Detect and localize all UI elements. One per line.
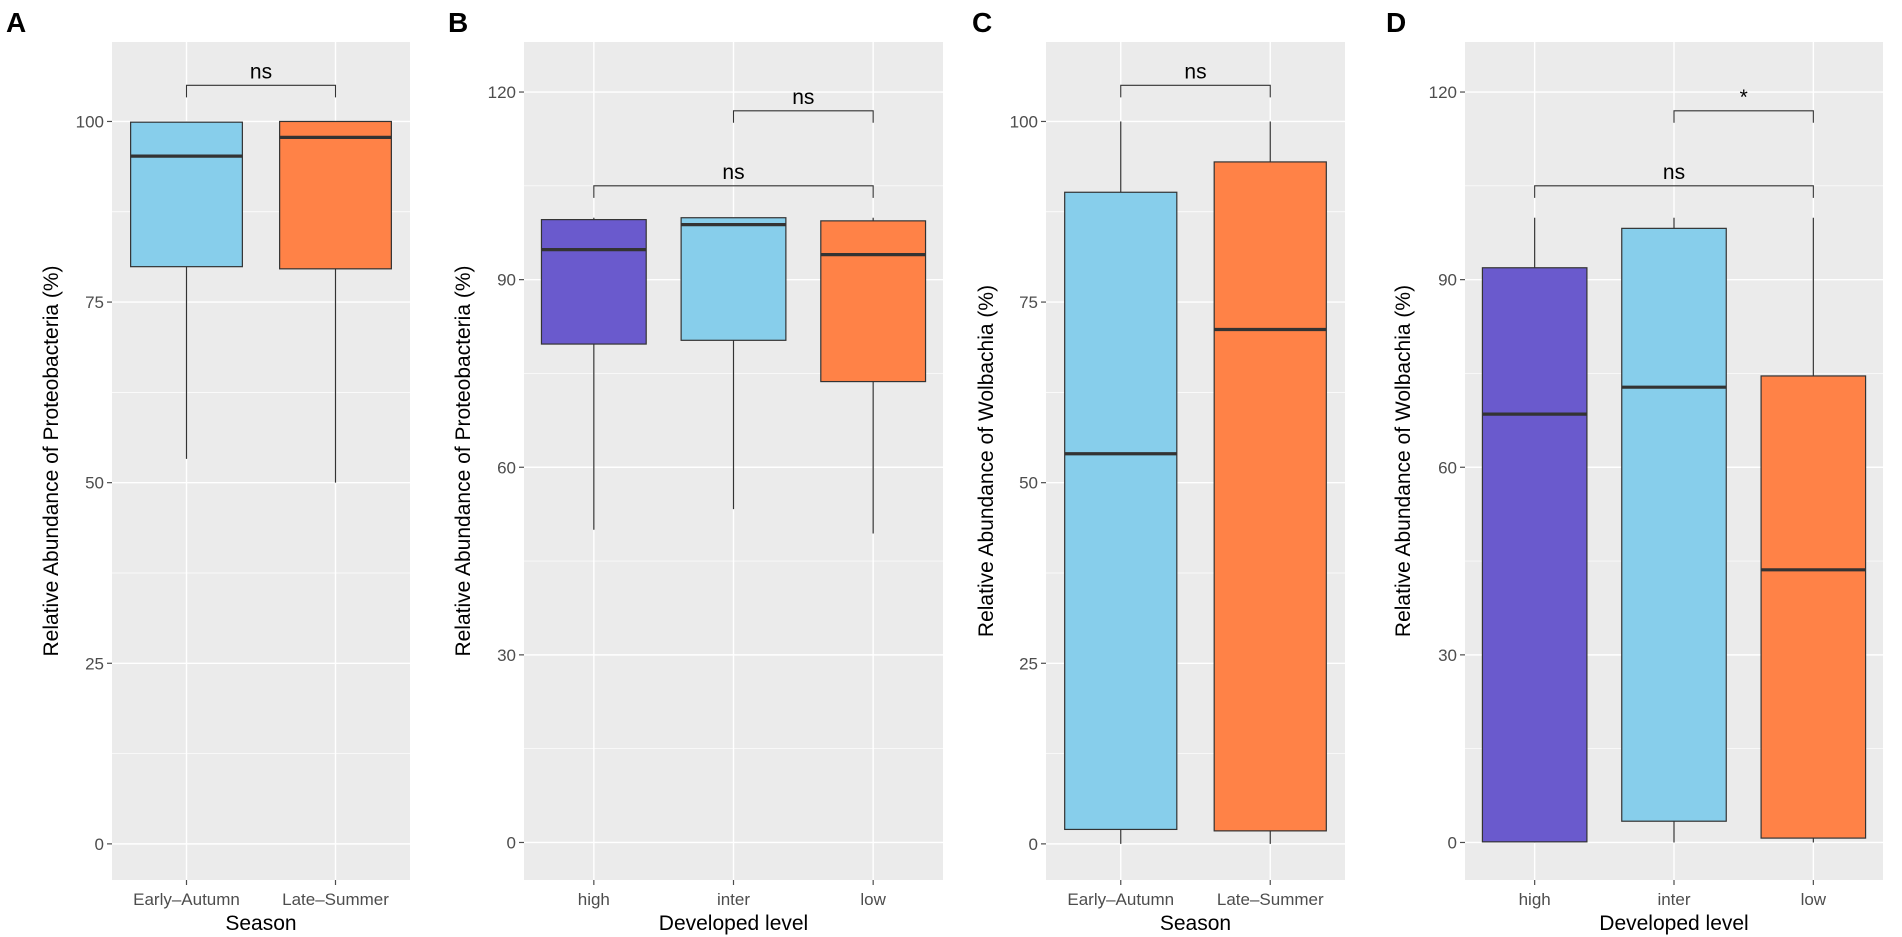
y-tick-label: 90 [1438, 271, 1457, 290]
panel-B: B 0 30 60 90 120 ns ns high inter low Developed lev… [448, 7, 943, 935]
box-high [540, 217, 647, 530]
comparison-bracket [732, 110, 874, 123]
box-body [130, 121, 243, 268]
box-high [1481, 217, 1588, 843]
y-axis-title: Relative Abundance of Proteobacteria (%) [452, 265, 475, 656]
panel-D: D 0 30 60 90 120 ns * high inter low Developed leve… [1386, 7, 1883, 935]
y-tick-label: 0 [507, 833, 516, 852]
box-early-autumn [130, 121, 243, 459]
box-body [540, 219, 647, 345]
box-body [279, 120, 392, 270]
box-body [680, 217, 787, 341]
box-late-summer [279, 120, 392, 483]
x-axis-title: Developed level [659, 912, 808, 935]
panel-letter: B [448, 7, 468, 38]
box-late-summer [1213, 121, 1327, 844]
box-low [1760, 217, 1867, 843]
significance-label: ns [1663, 161, 1685, 184]
comparison-bracket [185, 84, 337, 98]
y-tick-label: 100 [76, 112, 104, 131]
y-tick-label: 0 [1448, 833, 1457, 852]
x-tick-label: Early–Autumn [1067, 890, 1174, 909]
x-axis-title: Season [225, 912, 296, 935]
box-inter [680, 217, 787, 510]
comparison-bracket [1120, 84, 1271, 98]
significance-label: * [1740, 86, 1748, 109]
x-axis-title: Developed level [1599, 912, 1748, 935]
y-axis-title: Relative Abundance of Wolbachia (%) [1392, 285, 1415, 637]
y-tick-label: 50 [1019, 474, 1038, 493]
x-tick-label: high [1519, 890, 1551, 909]
y-tick-label: 30 [497, 646, 516, 665]
x-tick-label: low [860, 890, 886, 909]
box-low [820, 217, 927, 534]
box-body [1760, 375, 1867, 839]
x-tick-label: inter [717, 890, 750, 909]
box-body [1213, 161, 1327, 832]
x-tick-label: Late–Summer [282, 890, 389, 909]
panel-C: C 0 25 50 75 100 ns Early–Autumn Late–Summer Seas… [972, 7, 1345, 935]
comparison-bracket [1534, 185, 1814, 198]
box-inter [1621, 217, 1727, 843]
x-tick-label: Early–Autumn [133, 890, 240, 909]
panel-letter: A [6, 7, 26, 38]
box-body [820, 220, 927, 383]
panel-letter: D [1386, 7, 1406, 38]
comparison-bracket [1673, 110, 1814, 123]
box-early-autumn [1064, 121, 1178, 844]
significance-label: ns [792, 86, 814, 109]
y-axis-title: Relative Abundance of Proteobacteria (%) [40, 265, 63, 656]
y-tick-label: 75 [1019, 293, 1038, 312]
x-tick-label: high [578, 890, 610, 909]
comparison-bracket [593, 185, 874, 198]
x-tick-label: inter [1657, 890, 1690, 909]
box-body [1064, 191, 1178, 831]
significance-label: ns [722, 161, 744, 184]
box-body [1481, 267, 1588, 843]
y-tick-label: 50 [85, 474, 104, 493]
x-axis-title: Season [1160, 912, 1231, 935]
y-tick-label: 30 [1438, 646, 1457, 665]
significance-label: ns [1184, 60, 1206, 83]
box-body [1621, 227, 1727, 822]
y-tick-label: 100 [1010, 112, 1038, 131]
y-tick-label: 60 [1438, 458, 1457, 477]
panel-letter: C [972, 7, 992, 38]
y-tick-label: 0 [95, 835, 104, 854]
x-tick-label: Late–Summer [1217, 890, 1324, 909]
significance-label: ns [250, 60, 272, 83]
y-tick-label: 120 [488, 83, 516, 102]
x-tick-label: low [1801, 890, 1827, 909]
y-tick-label: 25 [1019, 654, 1038, 673]
y-axis-title: Relative Abundance of Wolbachia (%) [975, 285, 998, 637]
y-tick-label: 90 [497, 271, 516, 290]
y-tick-label: 75 [85, 293, 104, 312]
panel-A: A 0 25 50 75 100 ns Early–Autumn Late–Summer Seas… [6, 7, 410, 935]
y-tick-label: 120 [1429, 83, 1457, 102]
y-tick-label: 25 [85, 654, 104, 673]
y-tick-label: 60 [497, 458, 516, 477]
y-tick-label: 0 [1029, 835, 1038, 854]
